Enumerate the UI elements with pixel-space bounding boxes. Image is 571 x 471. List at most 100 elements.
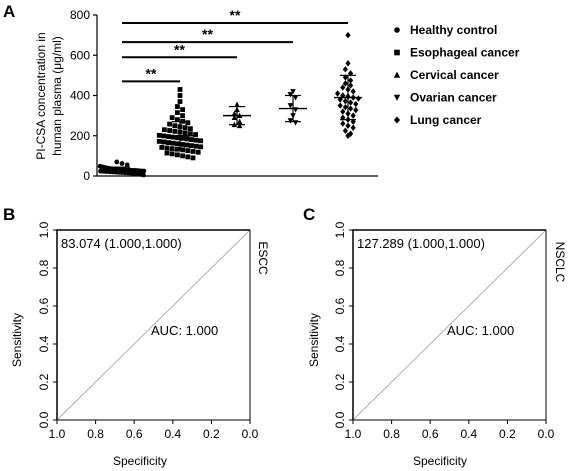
panel-a-point <box>188 126 193 132</box>
panel-b-reference-line <box>56 229 251 421</box>
panel-a-point <box>161 133 167 139</box>
panel-a-point <box>185 120 191 126</box>
panel-c-ylabel: Sensitivity <box>307 313 321 367</box>
panel-c-y-tick-label: 0.8 <box>333 259 347 276</box>
panel-a-point <box>195 149 201 155</box>
panel-a-point <box>348 77 354 84</box>
panel-a-point <box>182 130 188 136</box>
panel-c-y-tick-label: 0.2 <box>333 373 347 390</box>
panel-a-point <box>190 155 196 161</box>
panel-a-legend-marker <box>394 116 400 124</box>
panel-a-legend-label: Ovarian cancer <box>410 91 497 105</box>
panel-a-point <box>355 95 361 102</box>
panel-a-point <box>342 127 348 134</box>
panel-a-point <box>193 143 199 149</box>
panel-a-point <box>175 104 180 109</box>
panel-a-errorbars <box>108 74 362 174</box>
panel-a-point <box>170 140 176 146</box>
panel-c-xlabel: Specificity <box>413 454 467 468</box>
panel-a-point <box>119 161 125 166</box>
panel-a-point <box>167 121 172 127</box>
panel-a-point <box>184 142 190 148</box>
panel-b-y-ticks: 0.0 0.2 0.4 0.6 0.8 1.0 <box>37 221 57 428</box>
panel-a-point <box>185 154 191 160</box>
panel-c-x-tick-label: 0.0 <box>538 427 555 441</box>
panel-a-point <box>162 127 167 133</box>
panel-a-point <box>167 128 172 133</box>
panel-b-y-tick-label: 0.4 <box>37 335 51 352</box>
panel-a-point <box>287 92 294 98</box>
panel-b-label: B <box>3 205 15 224</box>
panel-a-point <box>175 135 181 141</box>
panel-a-point <box>164 150 170 156</box>
panel-a-point <box>198 138 204 144</box>
panel-a-point <box>342 66 348 73</box>
panel-a-point <box>236 118 243 125</box>
panel-b-x-tick-label: 0.6 <box>126 427 143 441</box>
panel-a-legend: Healthy control Esophageal cancer Cervical… <box>393 23 520 127</box>
panel-a-point <box>340 120 346 127</box>
panel-a-legend-label: Healthy control <box>410 23 497 37</box>
panel-b-x-tick-label: 1.0 <box>49 427 66 441</box>
panel-a-point <box>348 70 354 77</box>
panel-a-point <box>179 142 185 147</box>
panel-a-point <box>124 162 130 168</box>
panel-a-point <box>290 89 296 95</box>
panel-a-y-tick-label: 400 <box>70 89 90 103</box>
panel-a-point <box>189 137 194 142</box>
panel-a-point <box>164 145 170 151</box>
panel-a-point <box>166 140 171 145</box>
panel-a-point <box>342 80 348 87</box>
panel-b-xlabel: Specificity <box>113 454 167 468</box>
panel-c-x-ticks: 1.0 0.8 0.6 0.4 0.2 0.0 <box>345 420 555 441</box>
panel-a-legend-label: Lung cancer <box>410 113 482 127</box>
panel-a-point <box>166 134 171 139</box>
panel-a-point <box>175 146 180 152</box>
panel-a-point <box>175 110 180 116</box>
panel-c: C 1.0 0.8 0.6 0.4 0.2 0.0 0.00.20.40.60.81.0 … <box>303 205 567 468</box>
panel-a-point <box>340 114 346 121</box>
panel-a-points <box>97 31 361 178</box>
panel-a-point <box>179 135 185 141</box>
panel-a-y-tick-label: 200 <box>70 129 90 143</box>
panel-a-point <box>193 137 199 143</box>
panel-a-legend-marker <box>394 27 400 33</box>
panel-a-point <box>175 141 181 147</box>
panel-a-label: A <box>3 2 15 21</box>
panel-a-point <box>348 130 354 137</box>
panel-a-point <box>141 172 146 178</box>
panel-a-point <box>159 145 165 150</box>
panel-a-point <box>353 100 359 108</box>
panel-c-x-tick-label: 0.6 <box>422 427 439 441</box>
panel-c-y-tick-label: 1.0 <box>333 221 347 238</box>
panel-a-point <box>340 108 346 115</box>
panel-a-point <box>350 88 356 95</box>
panel-a-point <box>182 125 188 131</box>
panel-a-point <box>141 168 147 174</box>
panel-a-significance-label: ** <box>146 65 157 81</box>
panel-a-significance-label: ** <box>230 7 241 23</box>
panel-a-point <box>177 93 183 98</box>
panel-a-point <box>172 123 178 129</box>
panel-c-label: C <box>303 205 315 224</box>
panel-a-ylabel-line1: PI-CSA concentration in <box>34 32 48 159</box>
panel-a-point <box>169 151 175 157</box>
panel-a-point <box>180 153 185 159</box>
panel-b-y-tick-label: 0.8 <box>37 259 51 276</box>
panel-c-y-ticks: 0.0 0.2 0.4 0.6 0.8 1.0 <box>333 221 353 428</box>
panel-a-point <box>292 95 299 101</box>
panel-a-point <box>156 138 162 144</box>
panel-b-x-tick-label: 0.8 <box>87 427 104 441</box>
panel-a-point <box>180 107 185 112</box>
panel-c-y-tick-label: 0.0 <box>333 411 347 428</box>
panel-b-ylabel: Sensitivity <box>10 313 24 367</box>
panel-a-point <box>188 131 193 137</box>
panel-a-legend-label: Esophageal cancer <box>410 46 520 60</box>
panel-a-point <box>335 90 341 97</box>
panel-b-threshold-label: 83.074 (1.000,1.000) <box>61 236 182 251</box>
panel-a-point <box>345 31 351 39</box>
panel-a-point <box>169 115 175 121</box>
panel-a-point <box>348 105 354 112</box>
panel-b-x-ticks: 1.0 0.8 0.6 0.4 0.2 0.0 <box>49 420 259 441</box>
